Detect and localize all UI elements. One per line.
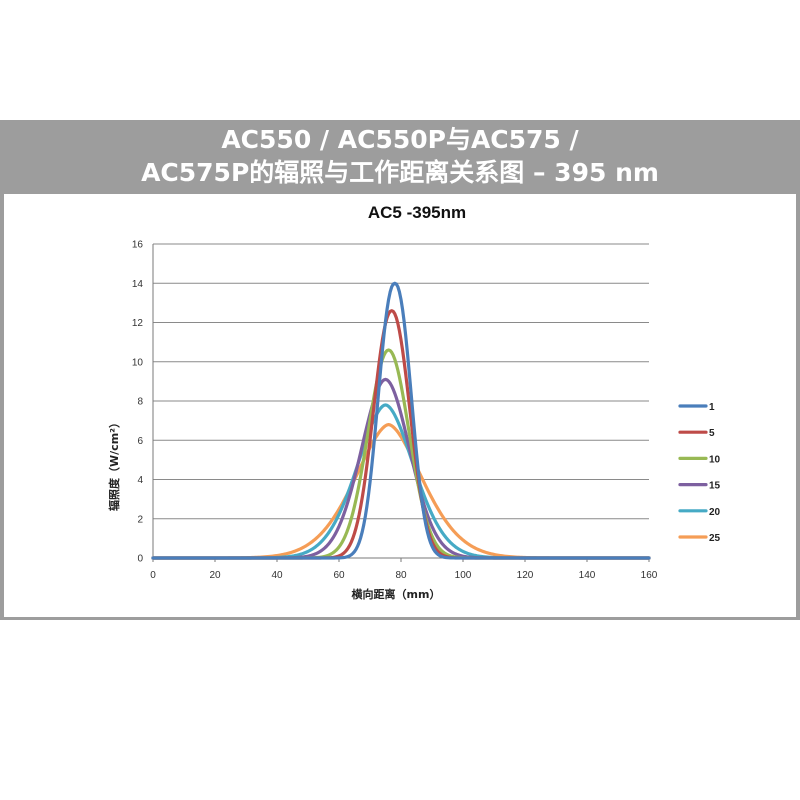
y-tick-label: 6	[137, 436, 143, 447]
x-tick-label: 0	[150, 570, 156, 581]
y-axis-title: 辐照度（W/cm²）	[107, 417, 121, 511]
y-tick-labels: 0 2 4 6 8 10 12 14 16	[132, 240, 144, 565]
series-line-15	[151, 377, 651, 560]
y-tick-label: 2	[137, 514, 143, 525]
x-tick-label: 140	[579, 570, 596, 581]
series-line-25	[151, 422, 651, 560]
legend-label-20: 20	[709, 507, 721, 518]
series-lines	[151, 281, 651, 560]
y-tick-label: 8	[137, 397, 143, 408]
x-tick-label: 20	[209, 570, 221, 581]
x-axis-title: 横向距离（mm）	[352, 587, 441, 601]
series-line-20	[151, 403, 651, 560]
x-tick-label: 100	[455, 570, 472, 581]
x-tick-label: 160	[641, 570, 658, 581]
y-tick-label: 10	[132, 357, 144, 368]
y-tick-label: 12	[132, 318, 144, 329]
banner-title-line-1: AC550 / AC550P与AC575 /	[221, 125, 579, 154]
y-tick-label: 0	[137, 554, 143, 565]
legend-label-10: 10	[709, 454, 721, 465]
chart-area: AC5 -395nm 0 2 4 6 8 10 12 14 16 0 20 40 60 80 100 120…	[4, 194, 796, 617]
chart-grid	[153, 243, 649, 520]
legend-label-15: 15	[709, 481, 721, 492]
series-line-10	[151, 348, 651, 560]
x-tick-label: 80	[395, 570, 407, 581]
x-tick-label: 120	[517, 570, 534, 581]
banner: AC550 / AC550P与AC575 / AC575P的辐照与工作距离关系图…	[0, 120, 800, 192]
legend-label-5: 5	[709, 428, 715, 439]
banner-title-line-2: AC575P的辐照与工作距离关系图 – 395 nm	[141, 158, 659, 187]
legend-label-25: 25	[709, 533, 721, 544]
chart-panel: AC550 / AC550P与AC575 / AC575P的辐照与工作距离关系图…	[0, 120, 800, 620]
series-line-1	[151, 281, 651, 560]
x-tick-labels: 0 20 40 60 80 100 120 140 160	[150, 570, 658, 581]
x-tick-label: 40	[271, 570, 283, 581]
y-tick-label: 14	[132, 279, 144, 290]
legend-label-1: 1	[709, 402, 715, 413]
x-tick-label: 60	[333, 570, 345, 581]
chart-title: AC5 -395nm	[368, 203, 466, 222]
y-tick-label: 4	[137, 475, 143, 486]
y-tick-label: 16	[132, 240, 144, 251]
